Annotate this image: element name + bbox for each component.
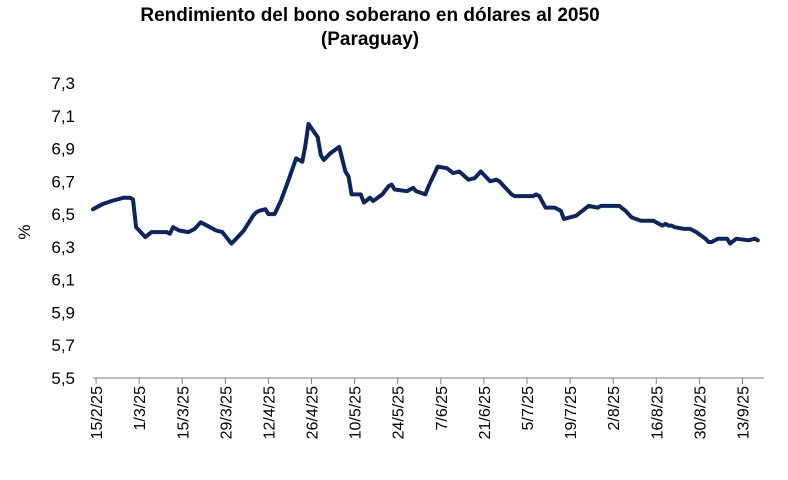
x-tick-label: 13/9/25: [735, 386, 752, 439]
x-tick-label: 10/5/25: [348, 386, 365, 439]
x-tick-label: 15/3/25: [175, 386, 192, 439]
y-tick-label: 6,3: [51, 238, 75, 257]
series-group: [91, 122, 760, 246]
x-tick-label: 7/6/25: [434, 386, 451, 431]
x-tick-label: 5/7/25: [520, 386, 537, 431]
x-tick-label: 16/8/25: [649, 386, 666, 439]
y-tick-label: 6,1: [51, 271, 75, 290]
y-tick-label: 5,5: [51, 369, 75, 388]
x-tick-label: 15/2/25: [89, 386, 106, 439]
y-axis-label: %: [15, 224, 34, 239]
y-tick-label: 6,7: [51, 172, 75, 191]
x-tick-label: 26/4/25: [305, 386, 322, 439]
y-axis: 7,3 7,1 6,9 6,7 6,5 6,3 6,1 5,9 5,7 5,5: [51, 74, 75, 388]
x-tick-label: 30/8/25: [692, 386, 709, 439]
x-tick-label: 29/3/25: [218, 386, 235, 439]
y-tick-label: 5,7: [51, 336, 75, 355]
x-tick-label: 19/7/25: [563, 386, 580, 439]
x-axis: 15/2/25 1/3/25 15/3/25 29/3/25 12/4/25 26/4/2…: [89, 377, 764, 439]
y-tick-label: 6,5: [51, 205, 75, 224]
chart-title: Rendimiento del bono soberano en dólares…: [140, 5, 600, 26]
series-line-0: [91, 122, 760, 246]
y-tick-label: 7,1: [51, 107, 75, 126]
x-tick-label: 2/8/25: [606, 386, 623, 431]
x-tick-label: 24/5/25: [391, 386, 408, 439]
x-tick-label: 1/3/25: [132, 386, 149, 431]
chart-title-block: Rendimiento del bono soberano en dólares…: [0, 4, 740, 52]
y-tick-label: 5,9: [51, 303, 75, 322]
y-tick-label: 6,9: [51, 140, 75, 159]
x-tick-label: 21/6/25: [477, 386, 494, 439]
chart-subtitle: (Paraguay): [320, 29, 420, 50]
y-tick-label: 7,3: [51, 74, 75, 93]
x-tick-label: 12/4/25: [261, 386, 278, 439]
